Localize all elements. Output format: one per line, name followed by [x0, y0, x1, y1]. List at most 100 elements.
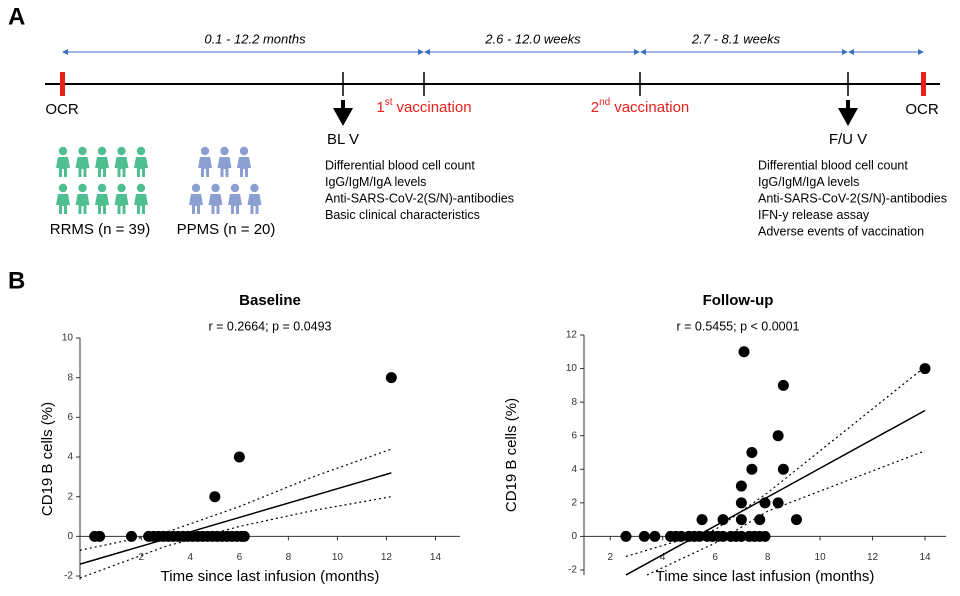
person-head	[97, 146, 107, 156]
person-body	[75, 157, 90, 177]
x-axis-label: Time since last infusion (months)	[161, 568, 380, 585]
person-head	[250, 183, 259, 193]
data-point	[94, 530, 106, 542]
data-point	[735, 480, 747, 492]
person-head	[117, 183, 126, 193]
timepoint-label: F/U V	[829, 131, 867, 148]
data-point	[238, 530, 250, 542]
y-tick-label: 6	[67, 412, 73, 423]
x-tick-label: 2	[139, 552, 145, 563]
y-tick-label: 8	[67, 372, 73, 383]
data-point	[620, 530, 632, 542]
group-label: RRMS (n = 39)	[50, 221, 150, 238]
confidence-band	[646, 450, 926, 576]
person-head	[58, 183, 68, 193]
timepoint-label: OCR	[905, 101, 939, 118]
vaccination-text: vaccination	[397, 99, 472, 116]
y-tick-label: 0	[571, 531, 577, 542]
group-label: PPMS (n = 20)	[177, 221, 276, 238]
person-body	[134, 194, 148, 214]
person-body	[198, 157, 212, 177]
person-body	[95, 194, 109, 214]
arrowhead	[842, 49, 848, 55]
y-tick-label: 12	[566, 330, 578, 341]
y-tick-label: -2	[568, 565, 577, 576]
person-body	[56, 157, 70, 177]
timeline	[45, 72, 940, 126]
data-point	[746, 446, 758, 458]
data-point	[777, 463, 789, 475]
person-head	[239, 146, 249, 156]
data-point	[759, 530, 771, 542]
person-body	[114, 157, 129, 177]
x-tick-label: 8	[286, 552, 292, 563]
interval-arrows	[62, 49, 924, 55]
x-tick-label: 6	[712, 552, 718, 563]
x-tick-label: 14	[430, 552, 442, 563]
person-head	[230, 183, 240, 193]
data-point	[754, 514, 766, 526]
interval-label: 2.6 - 12.0 weeks	[484, 31, 581, 46]
ordinal: 2	[591, 99, 599, 116]
list-item: Adverse events of vaccination	[758, 224, 924, 238]
y-tick-label: 2	[67, 491, 73, 502]
data-point	[735, 514, 747, 526]
y-tick-label: 4	[67, 452, 73, 463]
y-tick-label: 8	[571, 397, 577, 408]
person-head	[191, 183, 201, 193]
person-head	[58, 146, 68, 156]
data-point	[777, 379, 789, 391]
person-head	[117, 146, 126, 156]
y-axis-label: CD19 B cells (%)	[39, 402, 56, 516]
person-head	[220, 146, 229, 156]
arrowhead	[424, 49, 430, 55]
y-tick-label: 4	[571, 464, 577, 475]
data-point	[385, 372, 397, 384]
confidence-band	[79, 496, 392, 579]
list-item: IgG/IgM/IgA levels	[325, 175, 426, 189]
x-tick-label: 8	[765, 552, 771, 563]
arrow	[838, 108, 858, 126]
list-item: IFN-y release assay	[758, 208, 870, 222]
vaccination-label: 2nd vaccination	[591, 97, 690, 116]
arrowhead	[640, 49, 646, 55]
arrow	[333, 108, 353, 126]
person-body	[95, 157, 109, 177]
x-tick-label: 10	[332, 552, 344, 563]
list-item: Anti-SARS-CoV-2(S/N)-antibodies	[325, 191, 514, 205]
chart-title: Baseline	[239, 292, 301, 309]
ordinal: 1	[376, 99, 384, 116]
x-tick-label: 10	[815, 552, 827, 563]
data-point	[919, 363, 931, 375]
x-tick-label: 12	[381, 552, 393, 563]
arrowhead	[918, 49, 924, 55]
x-tick-label: 6	[237, 552, 243, 563]
data-point	[649, 530, 661, 542]
data-point	[696, 514, 708, 526]
x-tick-label: 14	[919, 552, 931, 563]
ocr-marker	[60, 72, 65, 96]
patient-icons	[56, 146, 262, 214]
y-tick-label: 6	[571, 430, 577, 441]
person-body	[217, 157, 232, 177]
y-tick-label: 10	[566, 363, 578, 374]
arrowhead	[418, 49, 424, 55]
interval-label: 2.7 - 8.1 weeks	[691, 31, 781, 46]
x-axis-label: Time since last infusion (months)	[656, 568, 875, 585]
chart-subtitle: r = 0.5455; p < 0.0001	[676, 319, 799, 333]
person-head	[136, 183, 146, 193]
y-axis-label: CD19 B cells (%)	[503, 398, 520, 512]
person-body	[247, 194, 262, 214]
regression-line	[625, 409, 926, 576]
person-body	[228, 194, 242, 214]
person-head	[97, 183, 107, 193]
confidence-band	[625, 366, 926, 558]
y-tick-label: 10	[62, 333, 74, 344]
data-point	[233, 451, 245, 463]
person-body	[114, 194, 129, 214]
data-point	[717, 530, 729, 542]
interval-label: 0.1 - 12.2 months	[204, 31, 306, 46]
data-point	[738, 346, 750, 358]
confidence-band	[79, 448, 392, 551]
